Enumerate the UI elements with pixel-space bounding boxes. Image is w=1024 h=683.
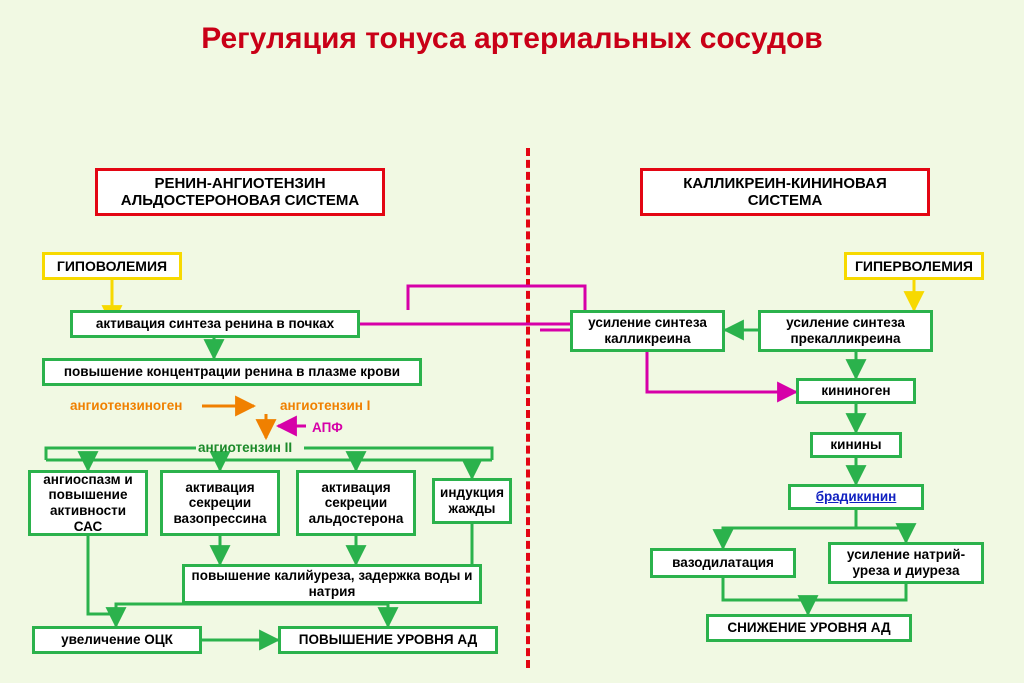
node-kal: усиление синтеза калликреина — [570, 310, 725, 352]
node-brady: брадикинин — [788, 484, 924, 510]
node-hypo: ГИПОВОЛЕМИЯ — [42, 252, 182, 280]
node-sysA: РЕНИН-АНГИОТЕНЗИН АЛЬДОСТЕРОНОВАЯ СИСТЕМ… — [95, 168, 385, 216]
node-aldo: активация секреции альдостерона — [296, 470, 416, 536]
node-kinogen: кининоген — [796, 378, 916, 404]
label-apf: АПФ — [312, 420, 343, 435]
label-angio_i: ангиотензин I — [280, 398, 370, 413]
label-angio_gen: ангиотензиноген — [70, 398, 182, 413]
node-hyper: ГИПЕРВОЛЕМИЯ — [844, 252, 984, 280]
node-aRenin: активация синтеза ренина в почках — [70, 310, 360, 338]
node-ock: увеличение ОЦК — [32, 626, 202, 654]
node-vaso: активация секреции вазопрессина — [160, 470, 280, 536]
node-adDown: СНИЖЕНИЕ УРОВНЯ АД — [706, 614, 912, 642]
node-cRenin: повышение концентрации ренина в плазме к… — [42, 358, 422, 386]
flowchart-canvas: Регуляция тонуса артериальных сосудов РЕ… — [0, 0, 1024, 683]
center-divider — [526, 148, 530, 668]
node-thirst: индукция жажды — [432, 478, 512, 524]
node-diur: усиление натрий-уреза и диуреза — [828, 542, 984, 584]
node-prekal: усиление синтеза прекалликреина — [758, 310, 933, 352]
node-sysB: КАЛЛИКРЕИН-КИНИНОВАЯ СИСТЕМА — [640, 168, 930, 216]
node-kininy: кинины — [810, 432, 902, 458]
node-kurez: повышение калийуреза, задержка воды и на… — [182, 564, 482, 604]
diagram-title: Регуляция тонуса артериальных сосудов — [0, 22, 1024, 56]
node-vasod: вазодилатация — [650, 548, 796, 578]
node-adUp: ПОВЫШЕНИЕ УРОВНЯ АД — [278, 626, 498, 654]
node-spasm: ангиоспазм и повышение активности САС — [28, 470, 148, 536]
label-angio_ii: ангиотензин II — [198, 440, 292, 455]
